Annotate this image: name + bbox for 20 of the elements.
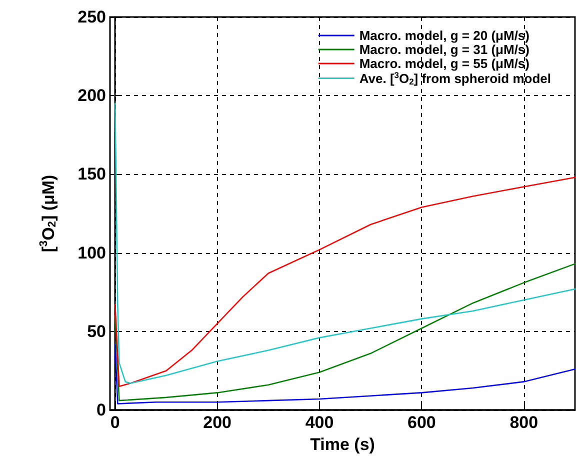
- y-tick-label: 150: [78, 164, 106, 184]
- x-tick-label: 600: [408, 413, 436, 432]
- legend-label: Macro. model, g = 20 (μM/s): [359, 28, 530, 43]
- y-tick-label: 250: [78, 8, 106, 26]
- line-series: [114, 102, 576, 384]
- line-series: [114, 176, 576, 388]
- y-tick-label: 0: [96, 400, 106, 420]
- y-tick-label: 200: [78, 86, 106, 106]
- line-series: [114, 263, 576, 402]
- x-tick-label: 200: [203, 413, 232, 432]
- x-tick-label: 400: [305, 413, 334, 432]
- line-series: [114, 343, 576, 404]
- x-tick-label: 800: [510, 413, 538, 432]
- x-axis-title: Time (s): [310, 434, 375, 454]
- y-axis-title: [3O2] (μM): [38, 174, 58, 252]
- y-tick-label: 50: [87, 322, 106, 341]
- y-tick-label: 100: [78, 243, 106, 262]
- legend-label: Macro. model, g = 55 (μM/s): [359, 56, 530, 71]
- x-tick-label: 0: [110, 413, 120, 432]
- legend-label: Macro. model, g = 31 (μM/s): [359, 42, 530, 57]
